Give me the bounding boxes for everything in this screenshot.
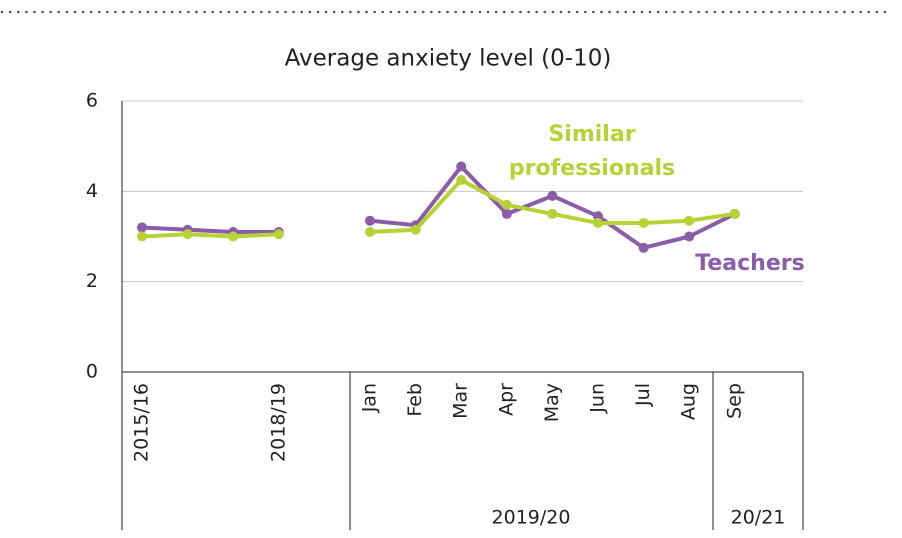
data-point — [137, 231, 147, 242]
x-tick-label: Feb — [404, 383, 426, 417]
series-line — [369, 178, 736, 234]
x-tick-label: Jul — [632, 383, 654, 407]
x-tick-label: 2018/19 — [267, 383, 289, 462]
data-point — [501, 199, 512, 210]
data-point — [273, 229, 284, 240]
series-label: Teachers — [695, 251, 804, 276]
data-point — [456, 175, 467, 186]
y-tick-label: 2 — [86, 270, 98, 292]
x-tick-label: Jun — [587, 383, 609, 414]
data-point — [593, 217, 603, 228]
y-tick-label: 6 — [86, 90, 98, 112]
chart-title: Average anxiety level (0-10) — [285, 46, 612, 72]
y-tick-label: 0 — [86, 361, 98, 383]
data-point — [182, 229, 193, 240]
series-label: Similar professionals — [509, 122, 675, 181]
data-point — [365, 226, 375, 237]
data-point — [456, 161, 467, 172]
data-point — [137, 222, 147, 233]
x-tick-label: Jan — [359, 383, 381, 413]
y-tick-label: 4 — [86, 180, 98, 202]
x-tick-label: Sep — [723, 383, 745, 419]
data-point — [638, 242, 649, 253]
data-point — [410, 224, 421, 235]
data-point — [228, 231, 239, 242]
data-point — [684, 215, 695, 226]
data-point — [501, 208, 512, 219]
data-point — [638, 217, 649, 228]
x-tick-label: May — [541, 383, 563, 422]
series-line — [141, 232, 279, 239]
x-tick-label: Apr — [495, 383, 517, 416]
group-label: 2019/20 — [492, 507, 571, 529]
data-point — [729, 208, 740, 219]
x-tick-label: Mar — [450, 383, 472, 419]
data-point — [684, 231, 695, 242]
x-tick-label: 2015/16 — [131, 383, 153, 462]
group-label: 20/21 — [731, 507, 786, 529]
data-point — [547, 208, 558, 219]
series-line — [141, 225, 279, 234]
x-tick-label: Aug — [678, 383, 700, 420]
data-point — [547, 190, 558, 201]
data-point — [365, 215, 375, 226]
